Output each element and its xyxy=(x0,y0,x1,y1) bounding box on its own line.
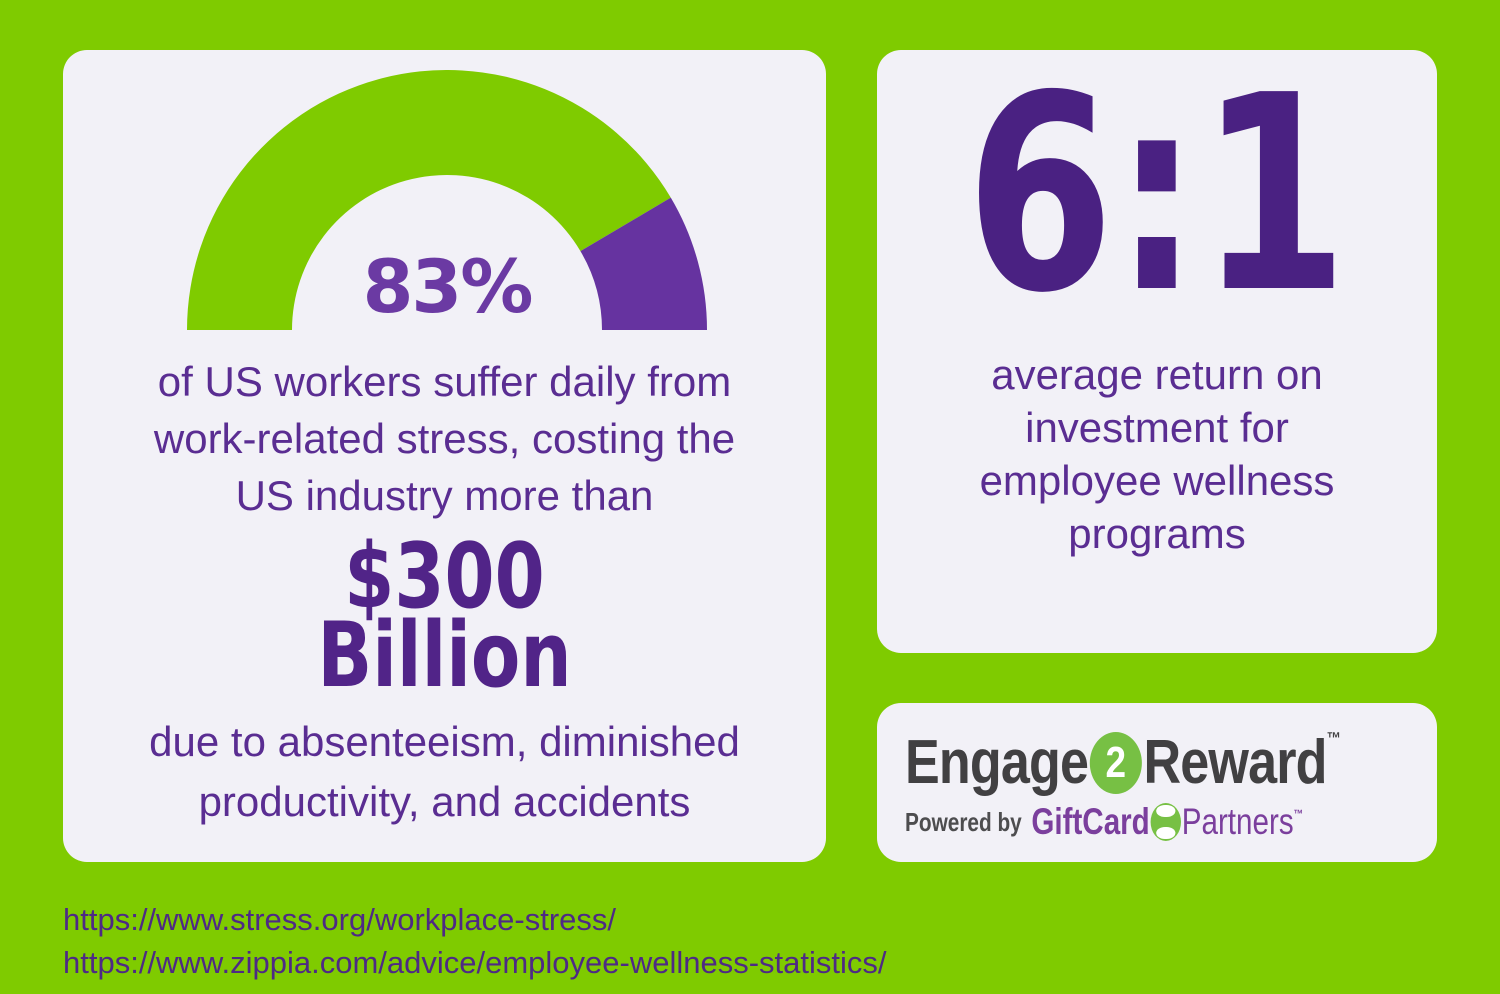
stat-description-line: due to absenteeism, diminished xyxy=(149,718,740,765)
trademark-symbol: ™ xyxy=(1326,729,1341,748)
trademark-symbol: ™ xyxy=(1293,807,1304,821)
roi-stat-card: 6:1 average return on investment for emp… xyxy=(877,50,1437,653)
stress-stat-card: 83% of US workers suffer daily from work… xyxy=(63,50,826,862)
gauge-chart xyxy=(187,70,707,330)
roi-description-line: programs xyxy=(1068,510,1246,557)
logo-badge-number: 2 xyxy=(1105,737,1127,787)
source-url-zippia: https://www.zippia.com/advice/employee-w… xyxy=(63,945,887,980)
roi-description-line: investment for xyxy=(1025,404,1289,451)
giftcard-partners-lockup: Powered by GiftCard Partners ™ xyxy=(905,801,1303,843)
gauge-value-label: 83% xyxy=(362,245,534,330)
logo-2-badge-icon: 2 xyxy=(1089,731,1142,794)
gauge-chart-wrap: 83% xyxy=(187,70,707,330)
stat-description-line: US industry more than xyxy=(235,472,654,519)
roi-ratio-value: 6:1 xyxy=(965,37,1349,352)
logo-text-engage: Engage xyxy=(905,728,1089,797)
stat-description-line: work-related stress, costing the xyxy=(153,415,736,462)
stat-description-top: of US workers suffer daily from work-rel… xyxy=(83,353,806,524)
roi-ratio: 6:1 xyxy=(877,60,1437,330)
powered-by-label: Powered by xyxy=(905,806,1022,837)
stat-description-line: productivity, and accidents xyxy=(198,778,691,825)
stat-description-line: of US workers suffer daily from xyxy=(157,358,732,405)
roi-description: average return on investment for employe… xyxy=(887,348,1427,560)
source-links: https://www.stress.org/workplace-stress/… xyxy=(63,898,887,984)
cost-amount: $300 Billion xyxy=(63,524,826,708)
roi-description-line: employee wellness xyxy=(979,457,1335,504)
stat-description-bottom: due to absenteeism, diminished productiv… xyxy=(83,712,806,832)
roi-description-line: average return on xyxy=(991,351,1323,398)
giftcard-partners-icon xyxy=(1150,803,1181,841)
brand-logo-card: Engage 2 Reward ™ Powered by GiftCard Pa… xyxy=(877,703,1437,862)
giftcard-wordmark: GiftCard xyxy=(1031,801,1150,842)
gauge-segment-purple xyxy=(580,197,707,330)
source-url-stress: https://www.stress.org/workplace-stress/ xyxy=(63,902,616,937)
engage2reward-logo: Engage 2 Reward ™ xyxy=(905,727,1341,798)
cost-amount-unit: Billion xyxy=(317,603,572,708)
cost-amount-value: $300 xyxy=(344,524,545,629)
logo-text-reward: Reward xyxy=(1143,728,1328,797)
partners-wordmark: Partners xyxy=(1181,801,1294,842)
gauge-segment-green xyxy=(187,70,671,330)
